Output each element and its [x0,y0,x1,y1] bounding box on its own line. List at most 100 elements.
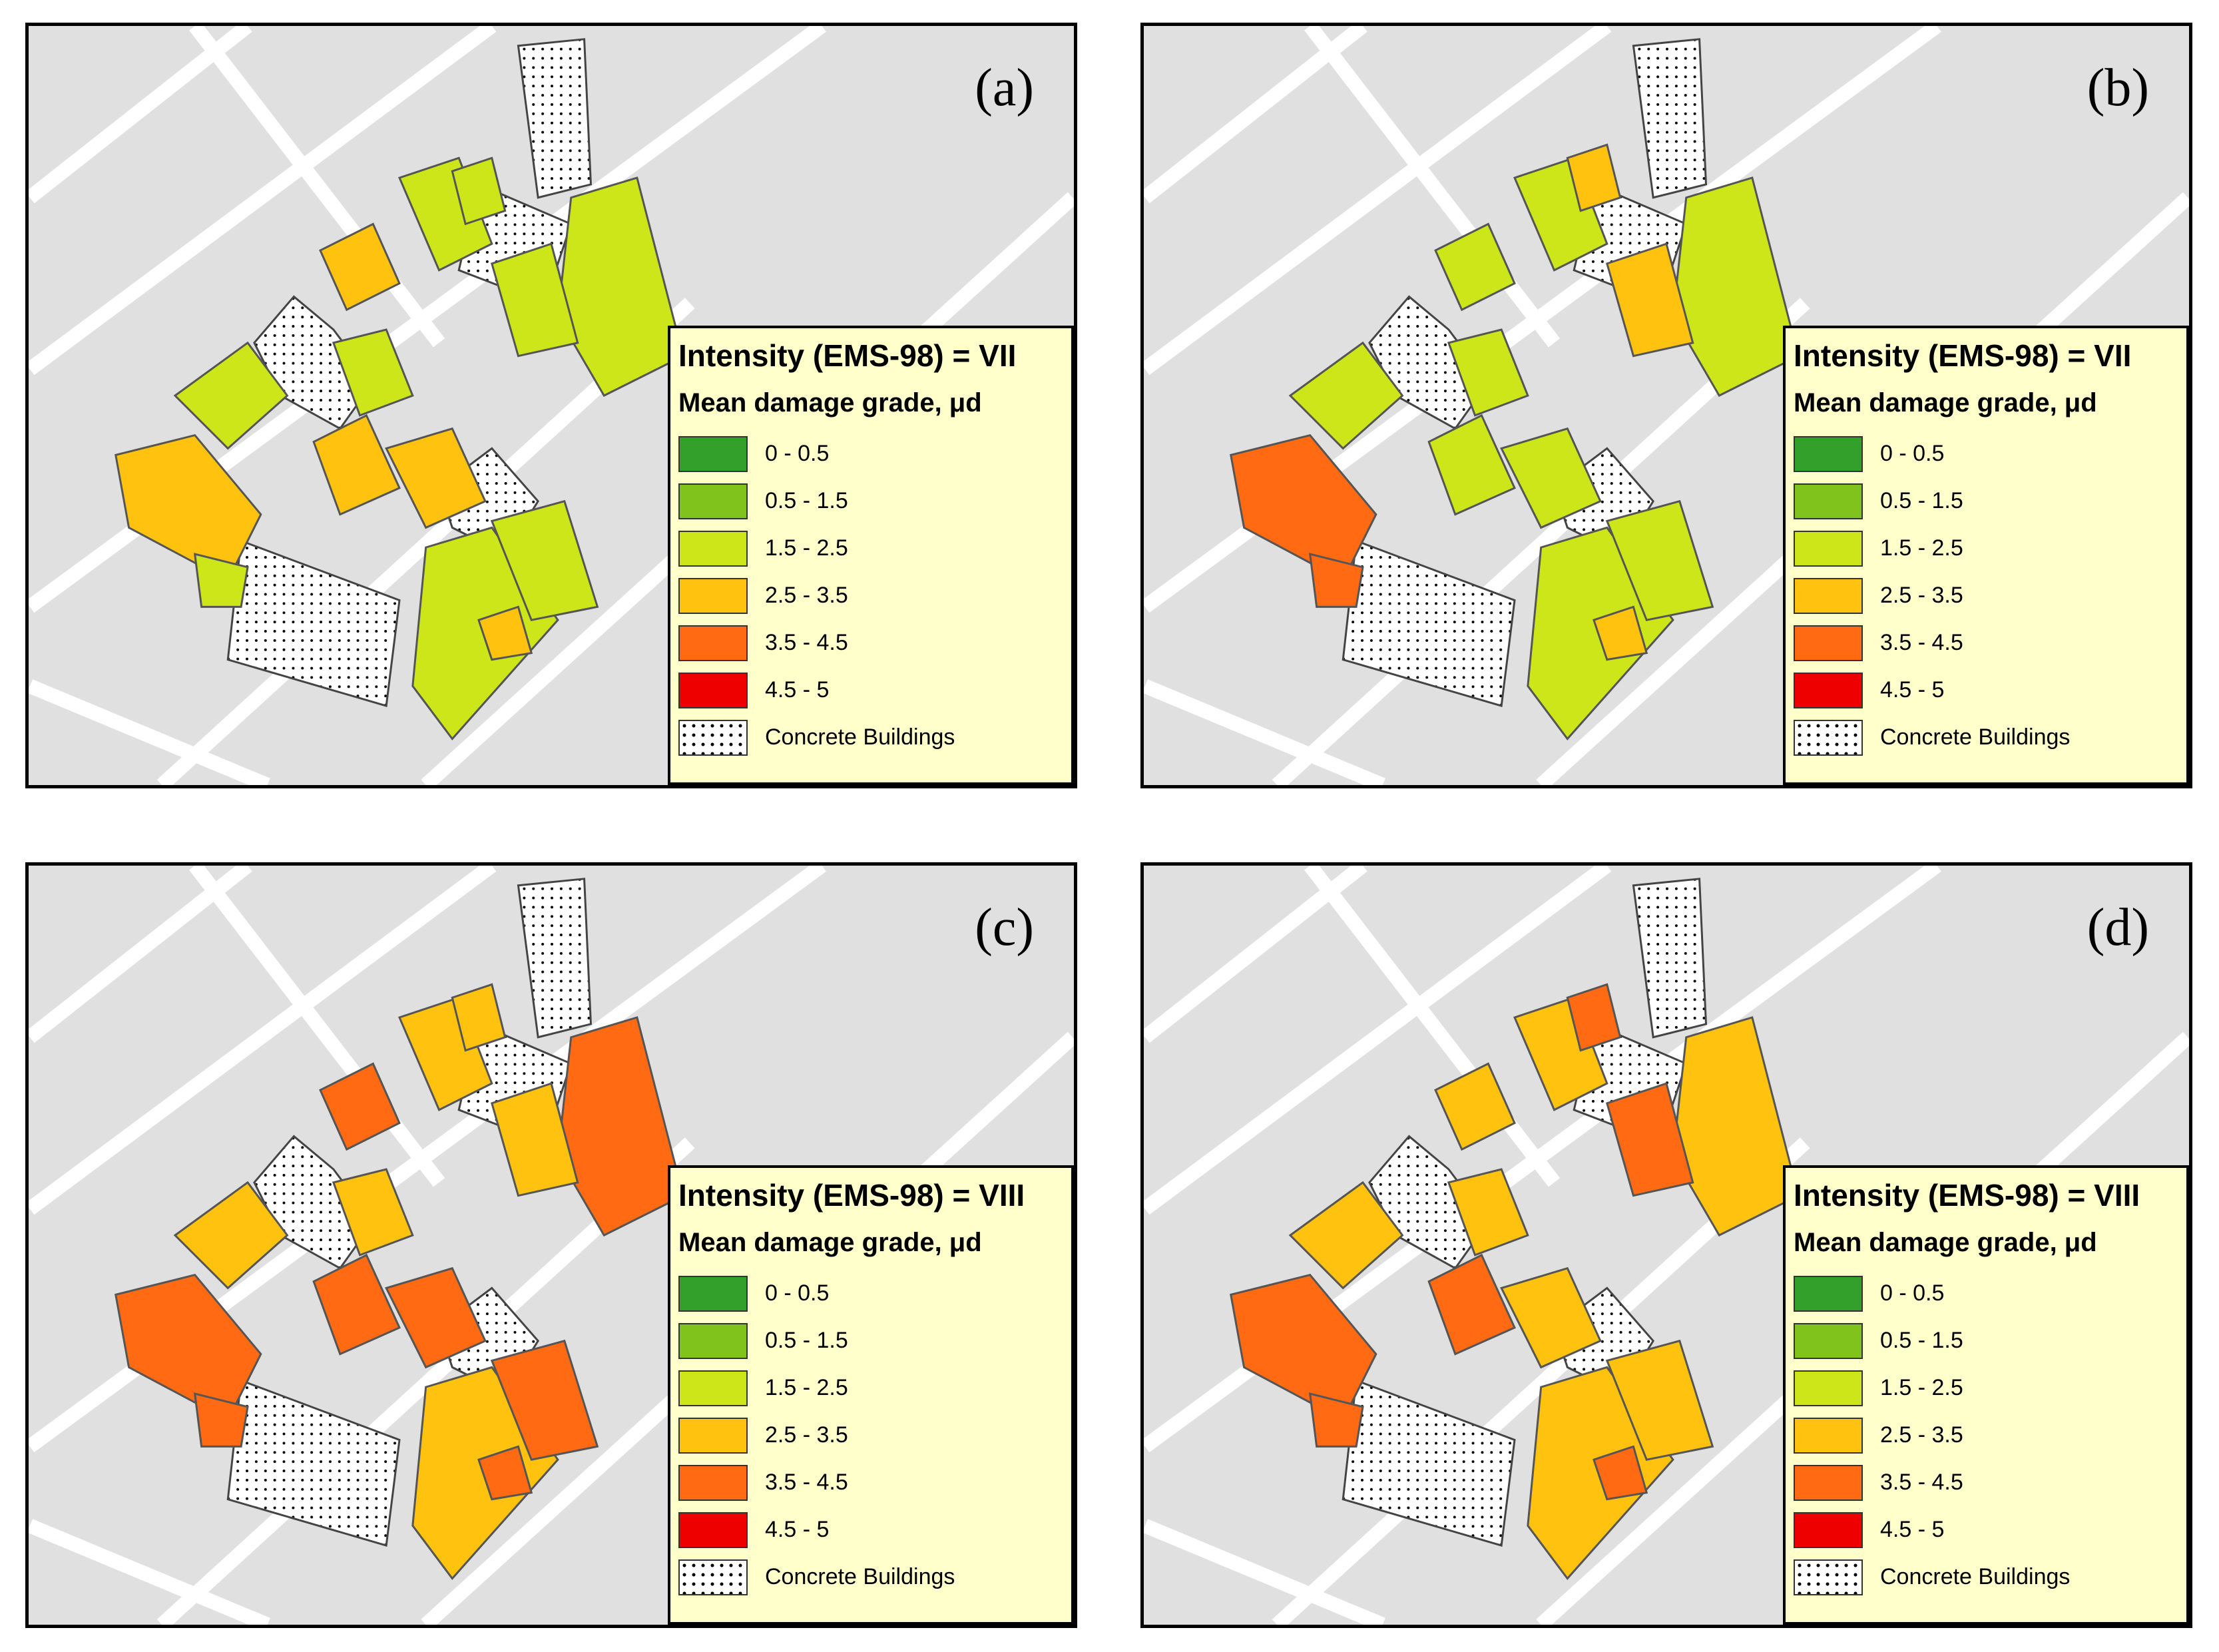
legend-title: Intensity (EMS-98) = VIII [678,1178,1025,1213]
concrete-swatch [678,1559,748,1595]
legend-swatch [1794,625,1863,661]
legend-label: 1.5 - 2.5 [1880,535,1963,561]
legend-label: 1.5 - 2.5 [765,1375,848,1400]
legend-swatch [678,1464,748,1501]
legend-row: 0.5 - 1.5 [1794,477,2180,525]
legend-swatch [678,625,748,661]
legend-subtitle: Mean damage grade, μd [1794,388,2097,417]
legend-swatch [1794,1417,1863,1454]
legend-swatch [678,672,748,708]
legend-label: 1.5 - 2.5 [1880,1375,1963,1400]
legend-label: 0 - 0.5 [765,1280,830,1306]
legend-row: 1.5 - 2.5 [678,525,1065,572]
legend-label: Concrete Buildings [765,1564,955,1589]
panel-label: (a) [975,59,1034,117]
legend-row: 4.5 - 5 [1794,1506,2180,1553]
legend-label: 0.5 - 1.5 [1880,488,1963,513]
legend-swatch [1794,1322,1863,1359]
legend-row: 4.5 - 5 [678,667,1065,714]
legend-swatch [1794,1275,1863,1312]
legend: Intensity (EMS-98) = VIII Mean damage gr… [668,1165,1074,1625]
legend-row: 0 - 0.5 [678,430,1065,477]
map-panel-b: (b) Intensity (EMS-98) = VII Mean damage… [1140,23,2192,788]
legend-swatch [1794,435,1863,472]
legend-row: 1.5 - 2.5 [678,1364,1065,1412]
legend-row-concrete: Concrete Buildings [1794,1553,2180,1601]
legend-swatch [1794,1512,1863,1548]
map-panel-a: (a) Intensity (EMS-98) = VII Mean damage… [25,23,1077,788]
legend-row: 2.5 - 3.5 [1794,572,2180,619]
concrete-swatch [1794,1559,1863,1595]
legend-row: 0.5 - 1.5 [678,1317,1065,1364]
legend-swatch [1794,483,1863,519]
legend-swatch [678,1512,748,1548]
legend: Intensity (EMS-98) = VII Mean damage gra… [668,326,1074,785]
legend-label: Concrete Buildings [1880,724,2071,750]
legend-label: 4.5 - 5 [765,677,830,702]
legend-label: 1.5 - 2.5 [765,535,848,561]
legend-title: Intensity (EMS-98) = VII [678,338,1017,373]
damage-map-b [1144,26,2189,785]
legend-label: 4.5 - 5 [765,1517,830,1542]
legend-row: 0 - 0.5 [1794,1270,2180,1317]
legend-label: 2.5 - 3.5 [1880,583,1963,608]
legend-swatch [1794,577,1863,614]
legend-label: 0 - 0.5 [1880,441,1945,466]
legend-label: 0 - 0.5 [1880,1280,1945,1306]
panel-label: (b) [2087,59,2149,117]
legend-title: Intensity (EMS-98) = VII [1794,338,2132,373]
damage-buildings [1230,983,1800,1580]
damage-buildings [115,156,685,740]
legend-label: 0.5 - 1.5 [765,488,848,513]
damage-map-d [1144,866,2189,1625]
damage-buildings [115,983,685,1580]
legend-row: 3.5 - 4.5 [678,619,1065,667]
legend-label: 3.5 - 4.5 [765,630,848,655]
legend-label: Concrete Buildings [1880,1564,2071,1589]
legend-row-concrete: Concrete Buildings [678,1553,1065,1601]
legend-title: Intensity (EMS-98) = VIII [1794,1178,2140,1213]
legend-label: 3.5 - 4.5 [765,1470,848,1495]
damage-map-c [29,866,1074,1625]
legend-row: 2.5 - 3.5 [1794,1412,2180,1459]
legend-swatch [678,577,748,614]
legend-row: 3.5 - 4.5 [678,1459,1065,1506]
legend-row: 4.5 - 5 [1794,667,2180,714]
legend-row: 2.5 - 3.5 [678,572,1065,619]
legend-row-concrete: Concrete Buildings [678,714,1065,761]
legend-label: Concrete Buildings [765,724,955,750]
legend-swatch [678,1417,748,1454]
damage-buildings [1230,143,1800,740]
legend-row: 0.5 - 1.5 [678,477,1065,525]
legend-label: 2.5 - 3.5 [765,583,848,608]
legend-swatch [678,1322,748,1359]
legend-swatch [678,530,748,567]
legend-label: 0.5 - 1.5 [1880,1328,1963,1353]
legend-label: 3.5 - 4.5 [1880,630,1963,655]
legend-row: 4.5 - 5 [678,1506,1065,1553]
legend-label: 2.5 - 3.5 [765,1422,848,1448]
legend-label: 0.5 - 1.5 [765,1328,848,1353]
legend-row: 0.5 - 1.5 [1794,1317,2180,1364]
damage-map-a [29,26,1074,785]
legend-swatch [678,1370,748,1406]
legend-row: 0 - 0.5 [678,1270,1065,1317]
legend-row: 2.5 - 3.5 [678,1412,1065,1459]
legend-swatch [678,483,748,519]
legend-row: 3.5 - 4.5 [1794,619,2180,667]
legend-row: 0 - 0.5 [1794,430,2180,477]
legend-swatch [1794,530,1863,567]
panel-label: (d) [2087,898,2149,957]
legend-row: 1.5 - 2.5 [1794,1364,2180,1412]
concrete-swatch [1794,719,1863,756]
map-panel-d: (d) Intensity (EMS-98) = VIII Mean damag… [1140,862,2192,1628]
legend-row: 1.5 - 2.5 [1794,525,2180,572]
legend: Intensity (EMS-98) = VII Mean damage gra… [1783,326,2189,785]
map-panel-c: (c) Intensity (EMS-98) = VIII Mean damag… [25,862,1077,1628]
legend-row-concrete: Concrete Buildings [1794,714,2180,761]
legend-swatch [1794,1464,1863,1501]
legend-label: 0 - 0.5 [765,441,830,466]
legend-label: 4.5 - 5 [1880,677,1945,702]
legend: Intensity (EMS-98) = VIII Mean damage gr… [1783,1165,2189,1625]
legend-subtitle: Mean damage grade, μd [678,388,982,417]
